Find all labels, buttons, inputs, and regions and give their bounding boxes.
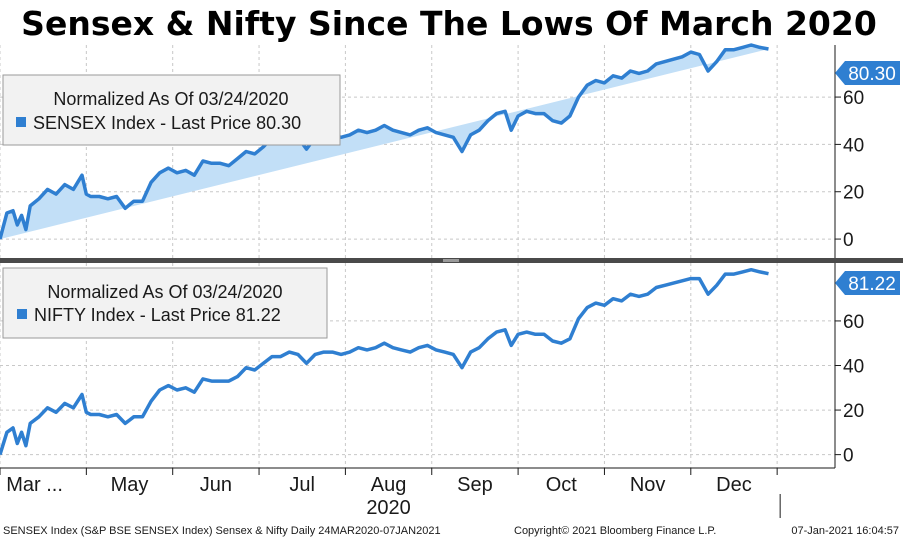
legend-box-nifty xyxy=(2,267,328,339)
ytick-label-sensex: 60 xyxy=(843,88,864,109)
legend-label-nifty: NIFTY Index - Last Price 81.22 xyxy=(34,305,281,325)
legend-swatch-sensex xyxy=(16,117,26,127)
ytick-label-nifty: 20 xyxy=(843,401,864,422)
xtick-label: Oct xyxy=(546,474,578,496)
sensex-line xyxy=(0,43,769,240)
legend-title-sensex: Normalized As Of 03/24/2020 xyxy=(53,89,288,109)
x-axis: Mar ... May Jun Jul Aug Sep Oct Nov Dec xyxy=(0,467,835,518)
sensex-area xyxy=(0,45,769,240)
footer-source: SENSEX Index (S&P BSE SENSEX Index) Sens… xyxy=(3,525,441,537)
panel-sensex: 0 20 40 60 Normalized As Of 03/24/2020 SENS… xyxy=(0,43,900,258)
xtick-label: Jun xyxy=(200,474,232,496)
x-axis-year-label: 2020 xyxy=(366,497,411,519)
footer: SENSEX Index (S&P BSE SENSEX Index) Sens… xyxy=(3,525,899,537)
xtick-label: Sep xyxy=(457,474,493,496)
chart-title: Sensex & Nifty Since The Lows Of March 2… xyxy=(21,4,877,43)
badge-shape-sensex xyxy=(835,61,900,85)
ytick-label-nifty: 60 xyxy=(843,312,864,333)
ytick-label-sensex: 0 xyxy=(843,230,854,251)
legend-title-nifty: Normalized As Of 03/24/2020 xyxy=(47,282,282,302)
footer-timestamp: 07-Jan-2021 16:04:57 xyxy=(791,525,899,537)
badge-shape-nifty xyxy=(835,271,900,295)
legend-sensex: Normalized As Of 03/24/2020 SENSEX Index… xyxy=(2,74,341,146)
xtick-label: May xyxy=(111,474,149,496)
last-price-badge-nifty: 81.22 xyxy=(835,271,900,295)
last-price-nifty: 81.22 xyxy=(848,274,896,295)
last-price-badge-sensex: 80.30 xyxy=(835,61,900,85)
legend-box-sensex xyxy=(2,74,341,146)
panel-nifty: 0 20 40 60 Normalized As Of 03/24/2020 NIFT… xyxy=(0,263,900,468)
xtick-label: Mar ... xyxy=(6,474,63,496)
ytick-label-sensex: 40 xyxy=(843,135,864,156)
divider-handle[interactable] xyxy=(443,259,459,262)
xtick-label: Jul xyxy=(289,474,315,496)
xtick-label: Aug xyxy=(371,474,407,496)
legend-swatch-nifty xyxy=(17,309,27,319)
legend-nifty: Normalized As Of 03/24/2020 NIFTY Index … xyxy=(2,267,328,339)
xtick-label: Nov xyxy=(630,474,666,496)
xtick-label: Dec xyxy=(716,474,752,496)
ytick-label-nifty: 0 xyxy=(843,446,854,467)
y-axis-nifty: 0 20 40 60 xyxy=(834,263,864,468)
nifty-line xyxy=(0,267,769,456)
ytick-label-sensex: 20 xyxy=(843,183,864,204)
legend-label-sensex: SENSEX Index - Last Price 80.30 xyxy=(33,113,301,133)
ytick-label-nifty: 40 xyxy=(843,357,864,378)
y-axis-sensex: 0 20 40 60 xyxy=(834,45,864,258)
footer-copyright: Copyright© 2021 Bloomberg Finance L.P. xyxy=(514,525,716,537)
last-price-sensex: 80.30 xyxy=(848,64,896,85)
